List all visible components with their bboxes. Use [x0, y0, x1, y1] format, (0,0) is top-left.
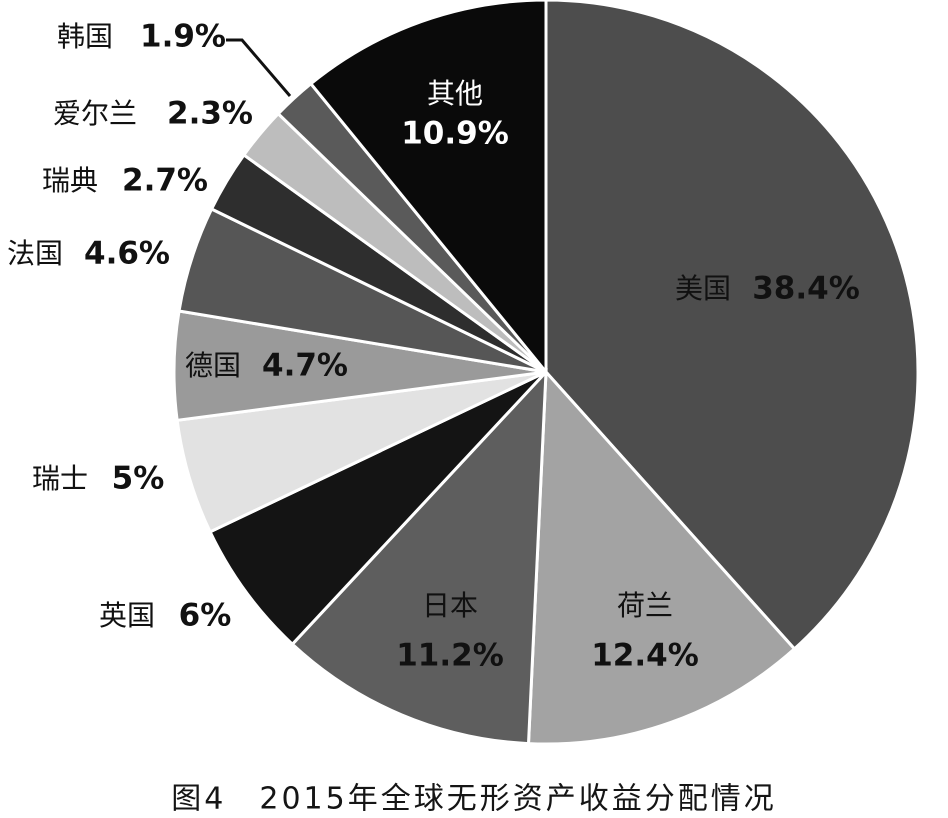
- slice-name: 法国: [7, 237, 63, 270]
- slice-value-label: 2.3%: [167, 96, 253, 132]
- slice-name: 美国: [675, 272, 731, 305]
- pie-slice: [544, 0, 920, 652]
- slice-value-label: 6%: [179, 598, 232, 634]
- slice-name: 爱尔兰: [53, 97, 137, 130]
- pie-slice: [290, 367, 548, 746]
- slice-name: 瑞典: [42, 164, 98, 197]
- slice-value-label: 2.7%: [122, 163, 208, 199]
- chart-title: 图4 2015年全球无形资产收益分配情况: [171, 782, 776, 817]
- slice-name: 瑞士: [32, 462, 88, 495]
- slice-value-label: 4.6%: [84, 236, 170, 272]
- pie-slice: [526, 368, 797, 746]
- pie-slice: [208, 370, 548, 647]
- slice-name: 英国: [99, 599, 155, 632]
- pie-slice: [308, 0, 548, 377]
- slice-value-label: 11.2%: [396, 638, 504, 674]
- slice-value-label: 5%: [112, 461, 165, 497]
- slice-name: 日本: [422, 589, 478, 622]
- slice-name: 荷兰: [617, 589, 673, 622]
- slice-value-label: 4.7%: [262, 348, 348, 384]
- slice-name: 其他: [427, 77, 483, 110]
- slice-value-label: 12.4%: [591, 638, 699, 674]
- slice-value-label: 10.9%: [401, 116, 509, 152]
- slice-name: 德国: [185, 349, 241, 382]
- slice-value-label: 38.4%: [752, 271, 860, 307]
- slice-name: 韩国: [57, 20, 113, 53]
- slice-value-label: 1.9%: [140, 19, 226, 55]
- leader-line: [226, 38, 292, 97]
